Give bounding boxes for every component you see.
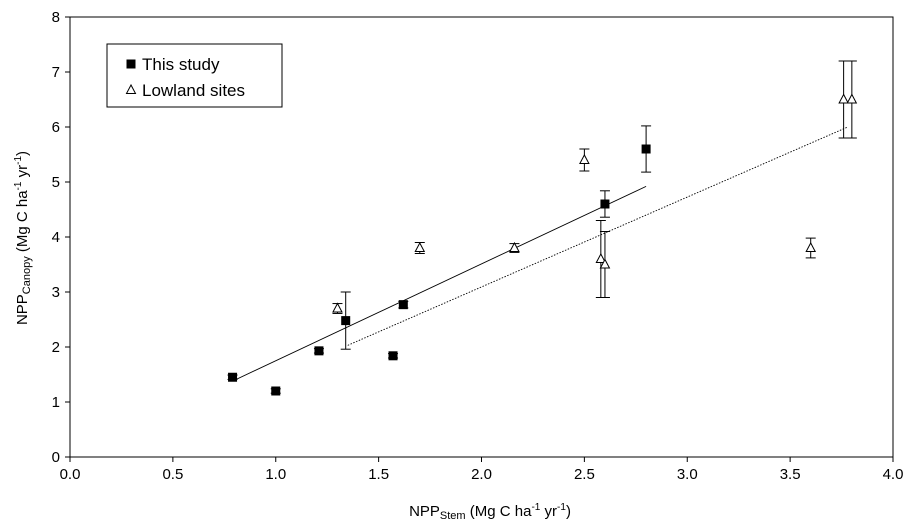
legend-box [106, 43, 283, 108]
y-tick-label: 6 [52, 119, 60, 136]
y-tick-label: 7 [52, 64, 60, 81]
y-tick-label: 3 [52, 284, 60, 301]
data-point-lowland-sites [332, 302, 343, 313]
data-point-this-study [641, 144, 651, 154]
data-point-this-study [398, 300, 408, 310]
fit-line-1 [347, 126, 848, 346]
legend: This study Lowland sites [106, 43, 283, 108]
data-point-this-study [314, 346, 324, 356]
fit-line-0 [232, 185, 647, 382]
y-tick-label: 4 [52, 229, 60, 246]
axes: 0.0 0.5 1.0 1.5 2.0 2.5 3.0 3.5 4.0 0 1 2 3 4 5 6 7 8 [52, 9, 904, 483]
fit-lines [232, 126, 848, 382]
data-point-lowland-sites [846, 93, 858, 104]
x-tick-label: 4.0 [883, 466, 904, 483]
data-markers [228, 93, 858, 396]
x-tick-label: 3.0 [677, 466, 698, 483]
data-point-lowland-sites [414, 241, 426, 252]
y-tick-label: 8 [52, 9, 60, 26]
data-point-this-study [388, 351, 398, 361]
data-point-lowland-sites [509, 241, 520, 252]
legend-entry-label: Lowland sites [142, 81, 245, 100]
x-tick-label: 2.5 [574, 466, 595, 483]
data-point-this-study [228, 372, 238, 382]
data-point-lowland-sites [838, 93, 849, 104]
data-point-lowland-sites [599, 258, 611, 269]
data-point-this-study [341, 316, 351, 326]
data-point-this-study [600, 199, 610, 209]
data-point-lowland-sites [579, 153, 590, 164]
x-tick-label: 1.5 [368, 466, 389, 483]
data-point-this-study [271, 386, 281, 396]
x-tick-label: 0.5 [162, 466, 183, 483]
legend-marker [125, 83, 137, 94]
y-tick-label: 5 [52, 174, 60, 191]
y-tick-label: 1 [52, 394, 60, 411]
error-bars [227, 60, 857, 394]
legend-marker [126, 59, 136, 69]
y-tick-label: 0 [52, 449, 60, 466]
y-tick-label: 2 [52, 339, 60, 356]
x-tick-label: 1.0 [265, 466, 286, 483]
x-axis-label: NPPStem (Mg C ha-1 yr-1) [409, 502, 571, 522]
x-tick-label: 2.0 [471, 466, 492, 483]
x-tick-label: 3.5 [780, 466, 801, 483]
y-axis-label: NPPCanopy (Mg C ha-1 yr-1) [13, 151, 33, 325]
data-point-lowland-sites [805, 241, 817, 252]
data-point-lowland-sites [595, 252, 607, 263]
legend-entry-label: This study [142, 55, 220, 74]
x-tick-label: 0.0 [60, 466, 81, 483]
